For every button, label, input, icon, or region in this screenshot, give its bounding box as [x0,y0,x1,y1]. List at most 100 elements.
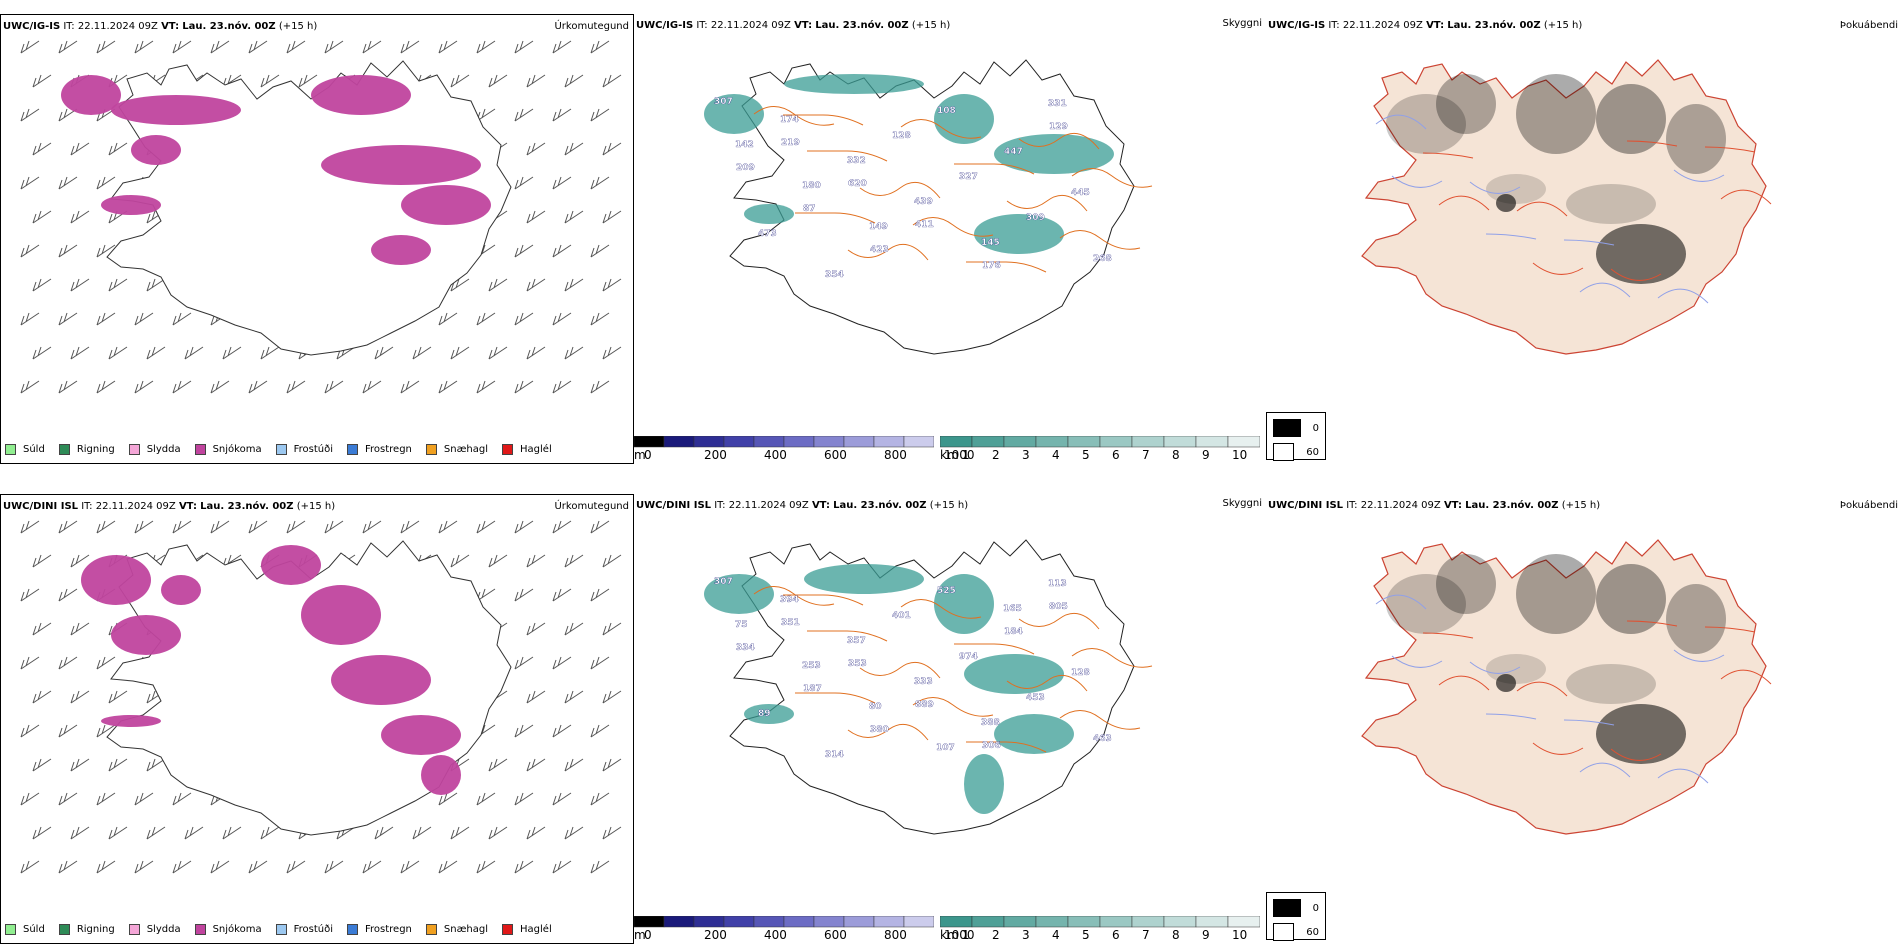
visibility-area [994,134,1114,174]
ceiling-label: 87 [803,204,816,214]
legend-item-5: Frostregn [347,924,412,935]
visibility-area [784,74,924,94]
road-or-river [1375,594,1427,610]
fog-panel-top: UWC/IG-IS IT: 22.11.2024 09Z VT: Lau. 23… [1266,14,1900,464]
snow-area [111,615,181,655]
wind-barb [514,588,534,602]
snow-area [131,135,181,165]
wind-barb [602,142,622,156]
fog-map [1361,59,1772,355]
road-line [782,114,864,126]
ceiling-label: 401 [892,611,911,621]
road-or-river [1469,181,1521,194]
legend-label: Slydda [146,924,181,935]
visibility-panel-top: UWC/IG-IS IT: 22.11.2024 09Z VT: Lau. 23… [634,14,1266,464]
precip-map [20,40,622,394]
road-line [806,150,888,162]
snow-area [331,655,431,705]
colorbar-tick: 200 [704,448,727,462]
wind-barb [590,588,610,602]
legend-label: Súld [23,444,45,455]
wind-barb [602,210,622,224]
wind-barb [58,312,78,326]
wind-barb [96,792,116,806]
wind-barb [260,826,280,840]
wind-barb [564,346,584,360]
legend-item-2: Slydda [128,444,181,455]
wind-barb [58,380,78,394]
wind-barb [476,792,496,806]
wind-barb [564,622,584,636]
visibility-map: 307 219 620 411 176 129 209 87 423 108 447 445 473 35… [704,59,1153,355]
precip-type-panel-top: UWC/IG-IS IT: 22.11.2024 09Z VT: Lau. 23… [0,14,634,464]
ceiling-label: 463 [1093,734,1112,744]
road-or-river [1532,742,1584,755]
wind-barb [32,346,52,360]
road-or-river [1469,661,1521,674]
legend-swatch [425,444,437,455]
road-or-river [1516,681,1568,697]
wind-barb [70,142,90,156]
wind-barb [70,622,90,636]
panel-header: UWC/IG-IS IT: 22.11.2024 09Z VT: Lau. 23… [636,20,951,31]
wind-barb [286,380,306,394]
legend-swatch [425,924,437,935]
ceiling-label: 145 [981,238,1000,248]
ceiling-label: 113 [1048,579,1067,589]
road-or-river [1720,189,1772,205]
wind-barb [286,520,306,534]
wind-barb [362,380,382,394]
ceiling-label: 209 [736,163,755,173]
road-or-river [1485,713,1537,720]
wind-barb [20,380,40,394]
field-name: Úrkomutegund [554,501,629,512]
wind-barb [488,554,508,568]
precip-legend: Súld Rigning Slydda Snjókoma Frostúði Frostre… [5,924,566,935]
ceiling-label: 187 [803,684,822,694]
colorbar-tick: 4 [1052,448,1060,462]
snow-area [321,145,481,185]
wind-barb [20,520,40,534]
wind-barb [590,724,610,738]
wind-barb [590,176,610,190]
visibility-area [974,214,1064,254]
road-or-river [1563,719,1615,726]
colorbar-tick: 4 [1052,928,1060,942]
road-or-river [1626,140,1678,147]
ceiling-label: 411 [915,220,934,230]
legend-item-4: Frostúði [275,444,333,455]
wind-barb [438,860,458,874]
colorbar-tick: 800 [884,448,907,462]
wind-barb [514,244,534,258]
field-name: Þokuábendi [1839,500,1898,511]
wind-barb [602,74,622,88]
ceiling-label: 332 [847,156,866,166]
wind-barb [514,792,534,806]
wind-barb [96,520,116,534]
ceiling-label: 473 [758,229,777,239]
wind-barb [108,758,128,772]
wind-barb [286,860,306,874]
wind-barb [488,758,508,772]
wind-barb [70,278,90,292]
legend-swatch [502,444,514,455]
wind-barb [172,860,192,874]
fog-legend-top: 0 60 [1266,412,1326,461]
colorbar-tick: 6 [1112,928,1120,942]
ceiling-label: 620 [848,179,867,189]
wind-barb [134,380,154,394]
fog-area [1666,104,1726,174]
wind-barb [108,278,128,292]
ceiling-label: 142 [735,140,754,150]
panel-header: UWC/DINI ISL IT: 22.11.2024 09Z VT: Lau.… [3,501,336,512]
wind-barb [210,520,230,534]
visibility-area [964,754,1004,814]
legend-item-3: Snjókoma [194,924,262,935]
wind-barb [552,244,572,258]
colorbar-tick: 800 [884,928,907,942]
road-or-river [1579,762,1631,778]
wind-barb [488,278,508,292]
wind-barb [134,792,154,806]
wind-barb [184,346,204,360]
precip-legend: Súld Rigning Slydda Snjókoma Frostúði Frostre… [5,444,566,455]
